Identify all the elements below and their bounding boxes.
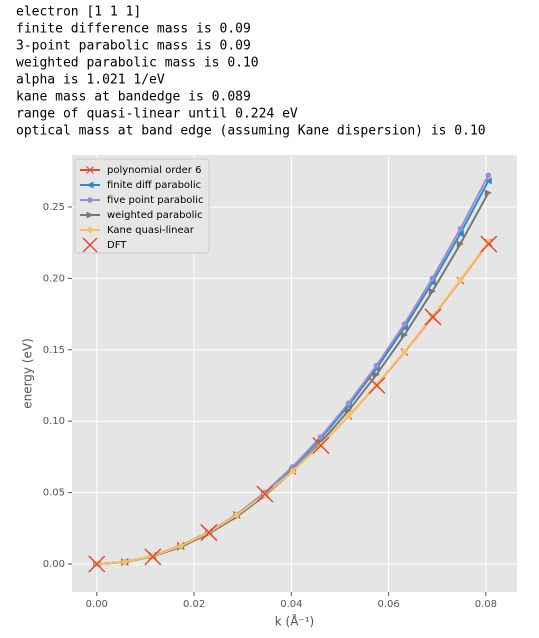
marker (368, 376, 386, 395)
output-line: weighted parabolic mass is 0.10 (16, 56, 259, 71)
y-tick-label: 0.00 (43, 559, 65, 570)
y-tick-label: 0.10 (43, 416, 65, 427)
marker (289, 468, 296, 474)
marker (86, 181, 94, 189)
marker (485, 172, 492, 179)
marker (429, 275, 436, 282)
marker (177, 543, 184, 549)
x-tick-label: 0.00 (86, 599, 108, 610)
output-line: finite difference mass is 0.09 (16, 22, 251, 37)
marker (317, 434, 324, 440)
marker (344, 407, 352, 415)
marker (200, 524, 218, 542)
marker (457, 226, 464, 232)
y-tick-label: 0.20 (43, 273, 65, 284)
marker (456, 230, 464, 238)
x-axis-label: k (Å⁻¹) (275, 614, 314, 629)
marker (121, 559, 128, 565)
marker (289, 464, 296, 470)
marker (457, 277, 464, 283)
marker (401, 321, 408, 327)
x-tick-label: 0.08 (475, 599, 497, 610)
x-tick-label: 0.02 (183, 599, 205, 610)
marker (428, 279, 436, 287)
legend-box (74, 158, 210, 254)
marker (88, 555, 106, 573)
marker (428, 287, 436, 295)
marker (424, 308, 442, 326)
legend-label: Kane quasi-linear (107, 225, 195, 236)
marker (256, 485, 274, 503)
marker (456, 240, 464, 248)
output-line: optical mass at band edge (assuming Kane… (16, 124, 486, 139)
marker (484, 189, 492, 197)
marker (312, 436, 330, 455)
legend-label: five point parabolic (107, 195, 203, 206)
output-line: range of quasi-linear until 0.224 eV (16, 107, 298, 122)
output-line: kane mass at bandedge is 0.089 (16, 90, 251, 105)
legend-label: polynomial order 6 (107, 165, 201, 176)
legend-label: DFT (107, 240, 127, 251)
x-tick-label: 0.06 (377, 599, 399, 610)
marker (345, 413, 352, 419)
output-line: alpha is 1.021 1/eV (16, 73, 165, 88)
marker (233, 512, 240, 518)
output-line: 3-point parabolic mass is 0.09 (16, 39, 251, 54)
y-tick-label: 0.05 (43, 488, 65, 499)
marker (82, 237, 98, 253)
y-tick-label: 0.25 (43, 202, 65, 213)
marker (480, 235, 498, 253)
y-tick-label: 0.15 (43, 345, 65, 356)
marker (401, 348, 408, 355)
legend-label: weighted parabolic (107, 210, 203, 221)
y-axis-label: energy (eV) (21, 338, 35, 409)
marker (86, 166, 94, 174)
x-tick-label: 0.04 (280, 599, 302, 610)
marker (400, 331, 408, 339)
marker (87, 197, 93, 203)
marker (86, 211, 94, 219)
marker (373, 362, 380, 369)
marker (345, 400, 352, 407)
legend-label: finite diff parabolic (107, 180, 201, 191)
marker (484, 177, 492, 185)
output-line: electron [1 1 1] (16, 5, 141, 20)
marker (372, 371, 380, 379)
marker (144, 548, 162, 566)
marker (87, 227, 93, 233)
